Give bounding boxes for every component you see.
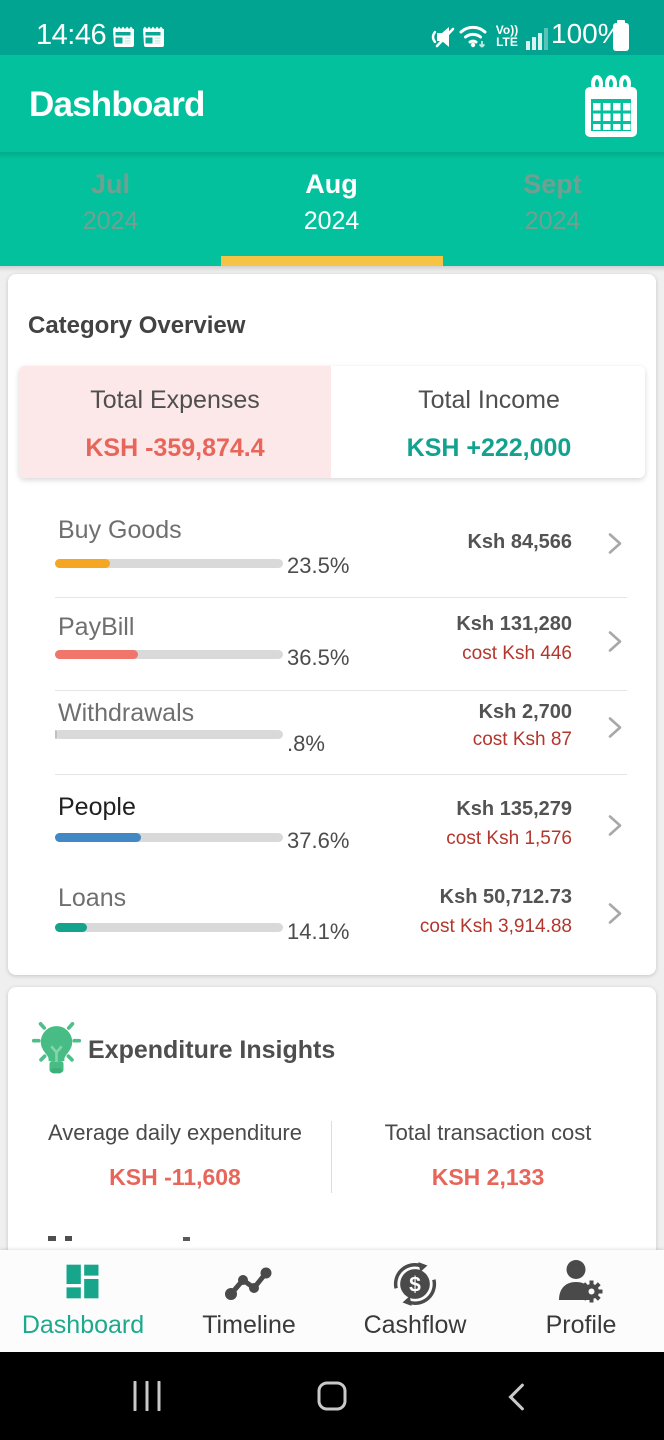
svg-text:$: $ — [409, 1274, 421, 1297]
